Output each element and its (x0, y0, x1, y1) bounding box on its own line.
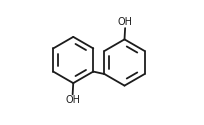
Text: OH: OH (65, 95, 80, 105)
Text: OH: OH (118, 17, 133, 27)
